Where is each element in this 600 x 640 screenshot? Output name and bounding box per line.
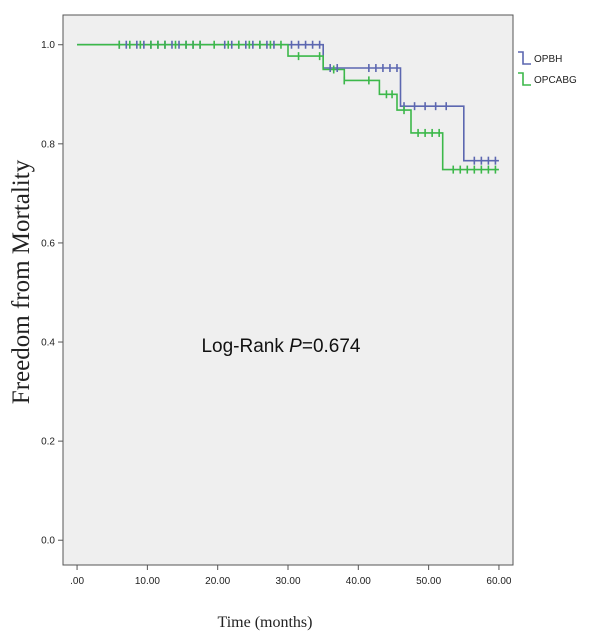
annotation-prefix: Log-Rank <box>201 336 289 357</box>
x-tick-label: 20.00 <box>205 576 230 587</box>
x-tick-label: .00 <box>70 576 84 587</box>
x-axis-title: Time (months) <box>218 614 313 631</box>
x-axis: .00 10.00 20.00 30.00 40.00 50.00 60.00 <box>70 565 512 587</box>
x-tick-label: 30.00 <box>275 576 300 587</box>
y-tick-label: 0.6 <box>41 238 55 249</box>
x-tick-label: 10.00 <box>135 576 160 587</box>
y-axis-title: Freedom from Mortality <box>8 159 35 404</box>
y-tick-label: 1.0 <box>41 40 55 51</box>
x-tick-label: 50.00 <box>416 576 441 587</box>
y-tick-label: 0.2 <box>41 437 55 448</box>
y-tick-label: 0.8 <box>41 139 55 150</box>
plot-area <box>62 14 514 566</box>
legend-swatch-opcabg <box>518 72 531 86</box>
censor-marks <box>118 40 497 174</box>
log-rank-annotation: Log-Rank P=0.674 <box>201 336 360 357</box>
legend-swatch-opbh <box>518 51 531 65</box>
x-tick-label: 60.00 <box>486 576 511 587</box>
annotation-p: P <box>289 336 302 357</box>
x-tick-label: 40.00 <box>346 576 371 587</box>
series-line-opbh <box>77 43 499 162</box>
y-tick-label: 0.4 <box>41 338 55 349</box>
survival-curves <box>77 43 499 171</box>
series-line-opcabg <box>77 43 499 171</box>
annotation-suffix: =0.674 <box>302 336 361 357</box>
legend: OPBH OPCABG <box>518 51 577 86</box>
legend-label-opcabg: OPCABG <box>534 75 577 86</box>
legend-label-opbh: OPBH <box>534 54 562 65</box>
y-tick-label: 0.0 <box>41 536 55 547</box>
y-axis: 0.0 0.2 0.4 0.6 0.8 1.0 <box>41 40 63 547</box>
